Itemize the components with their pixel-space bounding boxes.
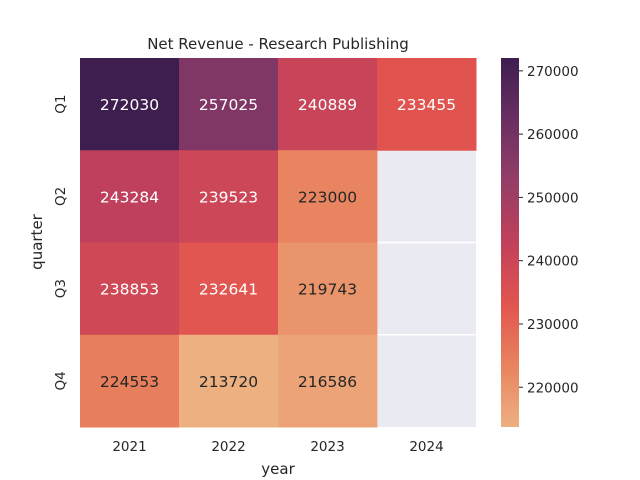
y-tick-label: Q1 xyxy=(53,95,69,114)
cell-value-label: 223000 xyxy=(298,188,357,206)
cell-value-label: 213720 xyxy=(199,373,258,391)
heatmap-cell xyxy=(278,150,378,243)
x-tick-label: 2024 xyxy=(409,439,443,455)
y-tick-label: Q4 xyxy=(53,371,69,390)
cell-value-label: 239523 xyxy=(199,188,258,206)
heatmap-cell xyxy=(179,58,279,151)
cell-value-label: 216586 xyxy=(298,373,357,391)
heatmap-cell xyxy=(179,334,279,428)
heatmap-cell xyxy=(278,242,378,336)
colorbar: 220000 230000 240000 250000 260000 270000 xyxy=(501,58,579,427)
cell-value-label: 238853 xyxy=(100,281,159,299)
chart-title: Net Revenue - Research Publishing xyxy=(147,35,409,53)
colorbar-tick-label: 260000 xyxy=(527,127,579,143)
cell-value-label: 243284 xyxy=(100,188,159,206)
x-tick-label: 2021 xyxy=(112,439,146,455)
heatmap-cell xyxy=(80,150,180,243)
colorbar-tick-label: 220000 xyxy=(527,380,579,396)
y-axis-label: quarter xyxy=(28,213,46,269)
heatmap-cell xyxy=(80,242,180,336)
x-tick-label: 2022 xyxy=(211,439,245,455)
x-axis-ticks: 2021 2022 2023 2024 xyxy=(112,439,443,455)
x-axis-label: year xyxy=(261,460,295,478)
heatmap-cell xyxy=(278,334,378,428)
heatmap-cell xyxy=(80,334,180,428)
y-axis-ticks: Q1 Q2 Q3 Q4 xyxy=(53,95,69,391)
heatmap-cell xyxy=(377,58,477,151)
heatmap-cell xyxy=(179,242,279,336)
cell-value-label: 272030 xyxy=(100,96,159,114)
cell-value-label: 233455 xyxy=(397,96,456,114)
colorbar-tick-label: 240000 xyxy=(527,254,579,270)
cell-value-label: 240889 xyxy=(298,96,357,114)
colorbar-tick-label: 250000 xyxy=(527,190,579,206)
colorbar-tick-label: 270000 xyxy=(527,64,579,80)
y-tick-label: Q2 xyxy=(53,187,69,206)
cell-value-label: 257025 xyxy=(199,96,258,114)
heatmap-cell xyxy=(179,150,279,243)
heatmap-cells: 272030 257025 240889 233455 243284 239523 2230… xyxy=(80,58,477,428)
heatmap-cell xyxy=(80,58,180,151)
cell-value-label: 224553 xyxy=(100,373,159,391)
colorbar-tick-label: 230000 xyxy=(527,317,579,333)
x-tick-label: 2023 xyxy=(310,439,344,455)
y-tick-label: Q3 xyxy=(53,279,69,298)
cell-value-label: 219743 xyxy=(298,281,357,299)
heatmap-cell xyxy=(278,58,378,151)
colorbar-gradient xyxy=(501,58,519,427)
cell-value-label: 232641 xyxy=(199,281,258,299)
